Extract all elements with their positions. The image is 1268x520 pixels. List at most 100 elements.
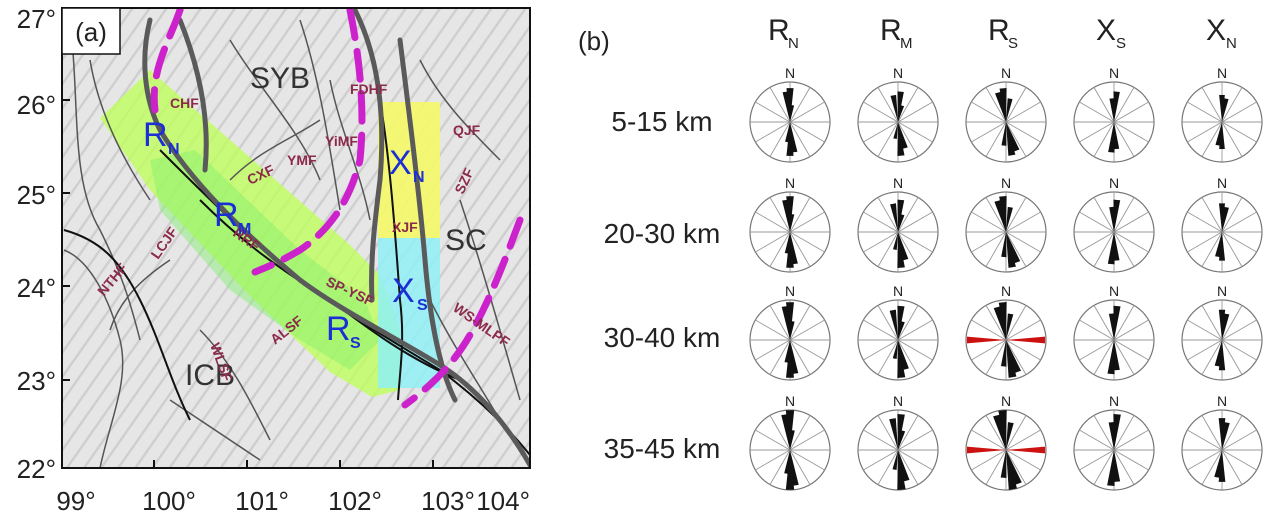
- row-label-30-40: 30-40 km: [604, 322, 721, 353]
- rose-petal-highlight: [1006, 446, 1046, 454]
- rose-north-label: N: [893, 65, 903, 81]
- rose-petal: [892, 340, 898, 359]
- rose-petal: [998, 410, 1007, 450]
- block-boundaries: [150, 8, 524, 409]
- rose-petal: [1215, 122, 1222, 146]
- panel-b-label: (b): [578, 26, 610, 56]
- rose-petal: [1006, 98, 1013, 122]
- rose-petal: [1107, 450, 1115, 486]
- rose-petal: [1214, 340, 1222, 367]
- rose-diagram-rs-5-15: N: [965, 65, 1047, 163]
- region-icb: ICB: [185, 359, 235, 392]
- rose-petal: [898, 430, 906, 450]
- rose-diagram-xs-5-15: N: [1073, 65, 1155, 163]
- rose-petal: [790, 430, 795, 450]
- block-rn-sub: N: [168, 141, 180, 158]
- rose-petal: [889, 418, 898, 450]
- rose-north-label: N: [893, 283, 903, 299]
- rose-petal: [1215, 232, 1222, 258]
- rose-north-label: N: [1109, 393, 1119, 409]
- rose-petal: [785, 450, 795, 490]
- col-header-rm-sub: M: [900, 35, 913, 52]
- rose-petal: [790, 321, 795, 340]
- fault-ymf: YMF: [287, 152, 317, 168]
- fault-chf: CHF: [170, 95, 199, 111]
- rose-north-label: N: [1001, 283, 1011, 299]
- rose-petal: [1113, 199, 1121, 232]
- rose-petal: [898, 122, 908, 149]
- rose-petal: [1107, 340, 1115, 375]
- rose-petal: [1107, 232, 1115, 265]
- rose-petal: [994, 199, 1006, 232]
- block-xs: X: [392, 272, 415, 310]
- rose-diagram-rs-20-30: N: [965, 175, 1047, 273]
- rose-petal: [999, 196, 1007, 232]
- rose-petal: [1006, 422, 1014, 450]
- rose-petal: [1006, 122, 1020, 152]
- rose-north-label: N: [785, 65, 795, 81]
- col-header-rm: R: [880, 14, 902, 47]
- fault-xjf: XJF: [392, 219, 418, 235]
- rose-petal: [790, 105, 795, 122]
- region-sc: SC: [445, 224, 487, 257]
- panel-b-rose-diagrams: (b) R N R M R S X S X N 5-15 km 20-30 km…: [578, 14, 1263, 491]
- rose-petal: [785, 122, 790, 143]
- rose-petal: [889, 309, 898, 340]
- rose-petal: [1113, 91, 1120, 122]
- panel-a-label-box: [61, 7, 121, 55]
- col-header-xn-sub: N: [1226, 35, 1237, 52]
- y-tick-25: 25°: [17, 180, 56, 210]
- rose-north-label: N: [785, 175, 795, 191]
- col-header-xs-sub: S: [1116, 35, 1126, 52]
- rose-petal: [1214, 450, 1222, 478]
- rose-petal: [897, 340, 906, 378]
- rose-diagram-rm-30-40: N: [857, 283, 939, 381]
- rose-north-label: N: [1001, 393, 1011, 409]
- rose-petal: [898, 321, 905, 340]
- rose-north-label: N: [785, 393, 795, 409]
- rose-diagram-xn-35-45: N: [1181, 393, 1263, 491]
- x-tick-100: 100°: [142, 486, 196, 516]
- rose-petal: [893, 232, 898, 250]
- rose-petal: [892, 450, 898, 470]
- rose-petal: [897, 232, 905, 268]
- x-tick-103: 103°: [421, 486, 475, 516]
- rose-diagram-xn-30-40: N: [1181, 283, 1263, 381]
- rose-petal-highlight: [966, 446, 1006, 454]
- rose-petal-highlight: [966, 336, 1006, 344]
- rose-petal: [1006, 206, 1013, 232]
- row-label-5-15: 5-15 km: [611, 106, 712, 137]
- rose-petal: [890, 94, 898, 122]
- rose-north-label: N: [1109, 65, 1119, 81]
- rose-petal: [1113, 232, 1120, 261]
- rose-diagram-rn-30-40: N: [749, 283, 831, 381]
- rose-petal: [1113, 122, 1120, 150]
- rose-diagram-xs-30-40: N: [1073, 283, 1155, 381]
- rose-petal: [790, 214, 795, 232]
- rose-petal: [786, 232, 794, 268]
- rose-petal: [1108, 313, 1115, 340]
- rose-north-label: N: [1217, 393, 1227, 409]
- rose-petal: [1113, 450, 1121, 482]
- rose-petal: [784, 232, 790, 254]
- rose-petal-highlight: [1006, 336, 1046, 344]
- rose-north-label: N: [1217, 175, 1227, 191]
- rose-petal: [1109, 98, 1115, 122]
- rose-petal: [1000, 450, 1007, 478]
- rose-petal: [1006, 450, 1018, 490]
- block-xs-sub: S: [417, 297, 428, 314]
- rose-north-label: N: [1109, 175, 1119, 191]
- rose-north-label: N: [1109, 283, 1119, 299]
- rose-petal: [1222, 98, 1229, 122]
- rose-petal: [786, 122, 794, 156]
- fault-qjf: QJF: [453, 122, 481, 138]
- rose-petal: [1006, 313, 1014, 340]
- fault-fdhf: FDHF: [350, 81, 388, 97]
- rose-petal: [995, 91, 1006, 122]
- x-tick-101: 101°: [235, 486, 289, 516]
- rose-petal: [786, 302, 794, 340]
- col-header-rs-sub: S: [1008, 35, 1018, 52]
- rose-petal: [1222, 206, 1229, 232]
- rose-petal: [1001, 122, 1007, 146]
